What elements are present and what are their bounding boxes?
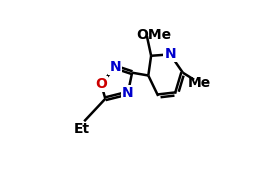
Text: OMe: OMe [136, 28, 171, 42]
Text: O: O [95, 77, 107, 91]
Text: N: N [164, 47, 176, 61]
Text: Me: Me [188, 76, 211, 90]
Text: N: N [122, 86, 134, 100]
Text: N: N [109, 60, 121, 74]
Text: Et: Et [74, 122, 90, 136]
